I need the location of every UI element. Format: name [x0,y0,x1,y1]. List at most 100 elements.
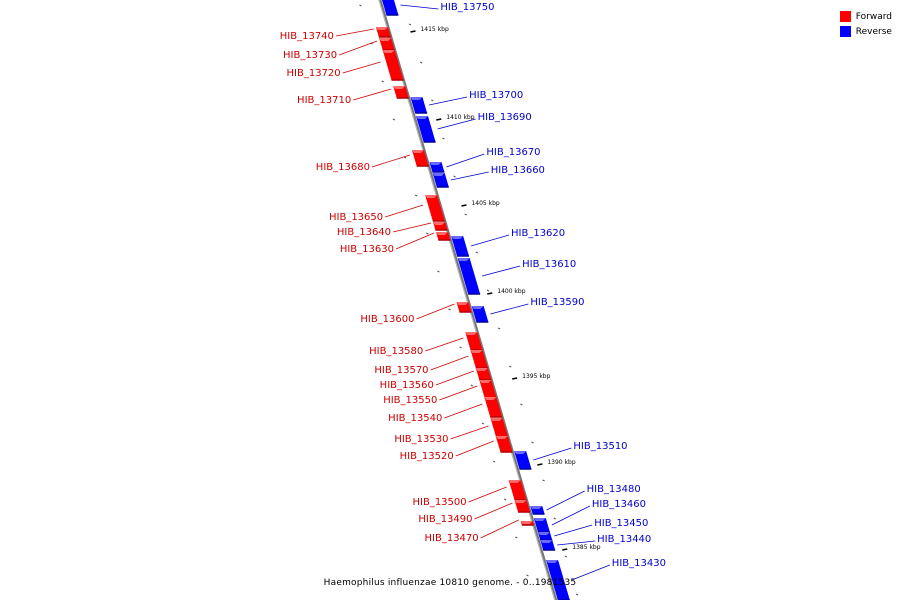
gene-label-HIB_13730: HIB_13730 [283,50,337,61]
legend-item-forward: Forward [839,9,892,24]
gene-label-HIB_13610: HIB_13610 [522,259,576,270]
gene-label-HIB_13590: HIB_13590 [530,297,584,308]
gene-glyph-HIB_13610 [457,258,481,294]
gene-label-HIB_13710: HIB_13710 [297,95,351,106]
minor-tick [470,384,474,387]
minor-tick [509,365,512,368]
gene-label-HIB_13680: HIB_13680 [316,162,370,173]
gene-glyph-top [514,500,527,503]
gene-glyph-HIB_13720 [382,50,404,80]
gene-leader-line [482,265,521,277]
gene-glyph-top [514,451,527,454]
gene-glyph-top [530,506,543,509]
gene-glyph-top [382,50,395,53]
gene-glyph-HIB_13430 [546,560,570,600]
gene-glyph-HIB_13680 [411,150,429,166]
gene-leader-line [392,222,432,233]
scale-tick-label: 1395 kbp [522,373,550,380]
gene-glyph-top [490,418,503,421]
gene-leader-line [439,385,478,401]
gene-leader-line [446,153,485,168]
gene-glyph-HIB_13690 [415,116,436,142]
gene-label-HIB_13600: HIB_13600 [360,314,414,325]
gene-label-HIB_13560: HIB_13560 [380,380,434,391]
scale-tick [512,377,518,380]
gene-label-HIB_13490: HIB_13490 [418,514,472,525]
gene-glyph-HIB_13700 [410,97,428,113]
gene-leader-line [557,540,596,546]
gene-label-HIB_13460: HIB_13460 [592,499,646,510]
gene-leader-line [416,303,455,320]
gene-glyph-HIB_13590 [471,306,489,322]
gene-label-HIB_13640: HIB_13640 [337,227,391,238]
gene-label-HIB_13550: HIB_13550 [383,395,437,406]
gene-glyph-top [470,350,483,353]
minor-tick [564,555,568,558]
minor-tick [497,327,501,330]
gene-label-HIB_13480: HIB_13480 [587,484,641,495]
minor-tick [515,536,518,539]
gene-leader-line [425,337,464,352]
gene-leader-line [490,303,529,315]
minor-tick [542,479,545,482]
minor-tick [492,460,496,463]
gene-glyph-top [495,436,508,439]
gene-glyph-top [471,306,484,309]
gene-leader-line [533,447,572,461]
gene-glyph-HIB_13530 [490,418,509,440]
gene-label-HIB_13570: HIB_13570 [374,365,428,376]
gene-leader-line [437,118,476,130]
gene-leader-line [468,486,507,503]
gene-label-HIB_13580: HIB_13580 [369,346,423,357]
minor-tick [486,289,490,292]
gene-glyph-top [465,332,478,335]
genome-caption: Haemophilus influenzae 10810 genome. - 0… [323,578,577,588]
gene-glyph-top [429,162,442,165]
scale-tick-label: 1385 kbp [572,544,600,551]
gene-label-HIB_13540: HIB_13540 [388,413,442,424]
gene-glyph-HIB_13550 [479,380,497,398]
gene-leader-line [554,524,593,537]
minor-tick [553,517,556,520]
minor-tick [414,194,418,197]
minor-tick [503,498,507,501]
gene-leader-line [429,96,468,106]
gene-label-HIB_13470: HIB_13470 [425,533,479,544]
gene-glyph-top [425,195,438,198]
scale-tick-label: 1390 kbp [547,459,575,466]
minor-tick [408,23,412,26]
minor-tick [437,270,440,273]
scale-tick [410,30,416,33]
gene-label-HIB_13520: HIB_13520 [400,451,454,462]
gene-label-HIB_13620: HIB_13620 [511,228,565,239]
gene-label-HIB_13430: HIB_13430 [612,558,666,569]
minor-tick [520,403,523,406]
gene-glyph-top [484,397,497,400]
gene-label-HIB_13700: HIB_13700 [469,90,523,101]
gene-leader-line [400,4,439,10]
gene-glyph-top [537,532,550,535]
gene-leader-line [470,234,510,247]
scale-tick [487,292,493,295]
gene-leader-line [444,403,483,419]
gene-glyph-top [546,560,559,563]
gene-leader-line [338,40,378,56]
minor-tick [464,213,467,216]
minor-tick [426,232,429,235]
gene-leader-line [335,28,374,37]
gene-glyph-HIB_13660 [432,173,449,187]
gene-glyph-top [393,86,406,89]
gene-glyph-top [451,236,464,239]
gene-label-HIB_13670: HIB_13670 [486,147,540,158]
gene-label-HIB_13690: HIB_13690 [478,112,532,123]
gene-glyph-top [435,232,448,235]
gene-label-HIB_13510: HIB_13510 [573,441,627,452]
gene-leader-line [342,61,381,74]
gene-label-HIB_13530: HIB_13530 [394,434,448,445]
gene-glyph-top [410,97,423,100]
gene-glyph-top [457,258,470,261]
gene-glyph-top [375,27,388,30]
gene-label-HIB_13650: HIB_13650 [329,212,383,223]
